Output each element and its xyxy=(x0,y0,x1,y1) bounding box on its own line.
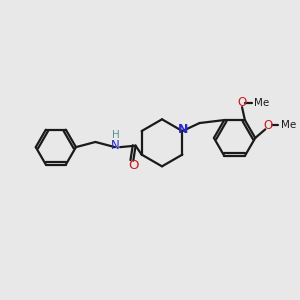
Text: H: H xyxy=(112,130,119,140)
Text: O: O xyxy=(237,96,247,110)
Text: N: N xyxy=(111,140,120,152)
Text: O: O xyxy=(128,159,139,172)
Text: Me: Me xyxy=(281,120,296,130)
Text: N: N xyxy=(178,123,189,136)
Text: Me: Me xyxy=(254,98,269,108)
Text: O: O xyxy=(263,118,272,131)
